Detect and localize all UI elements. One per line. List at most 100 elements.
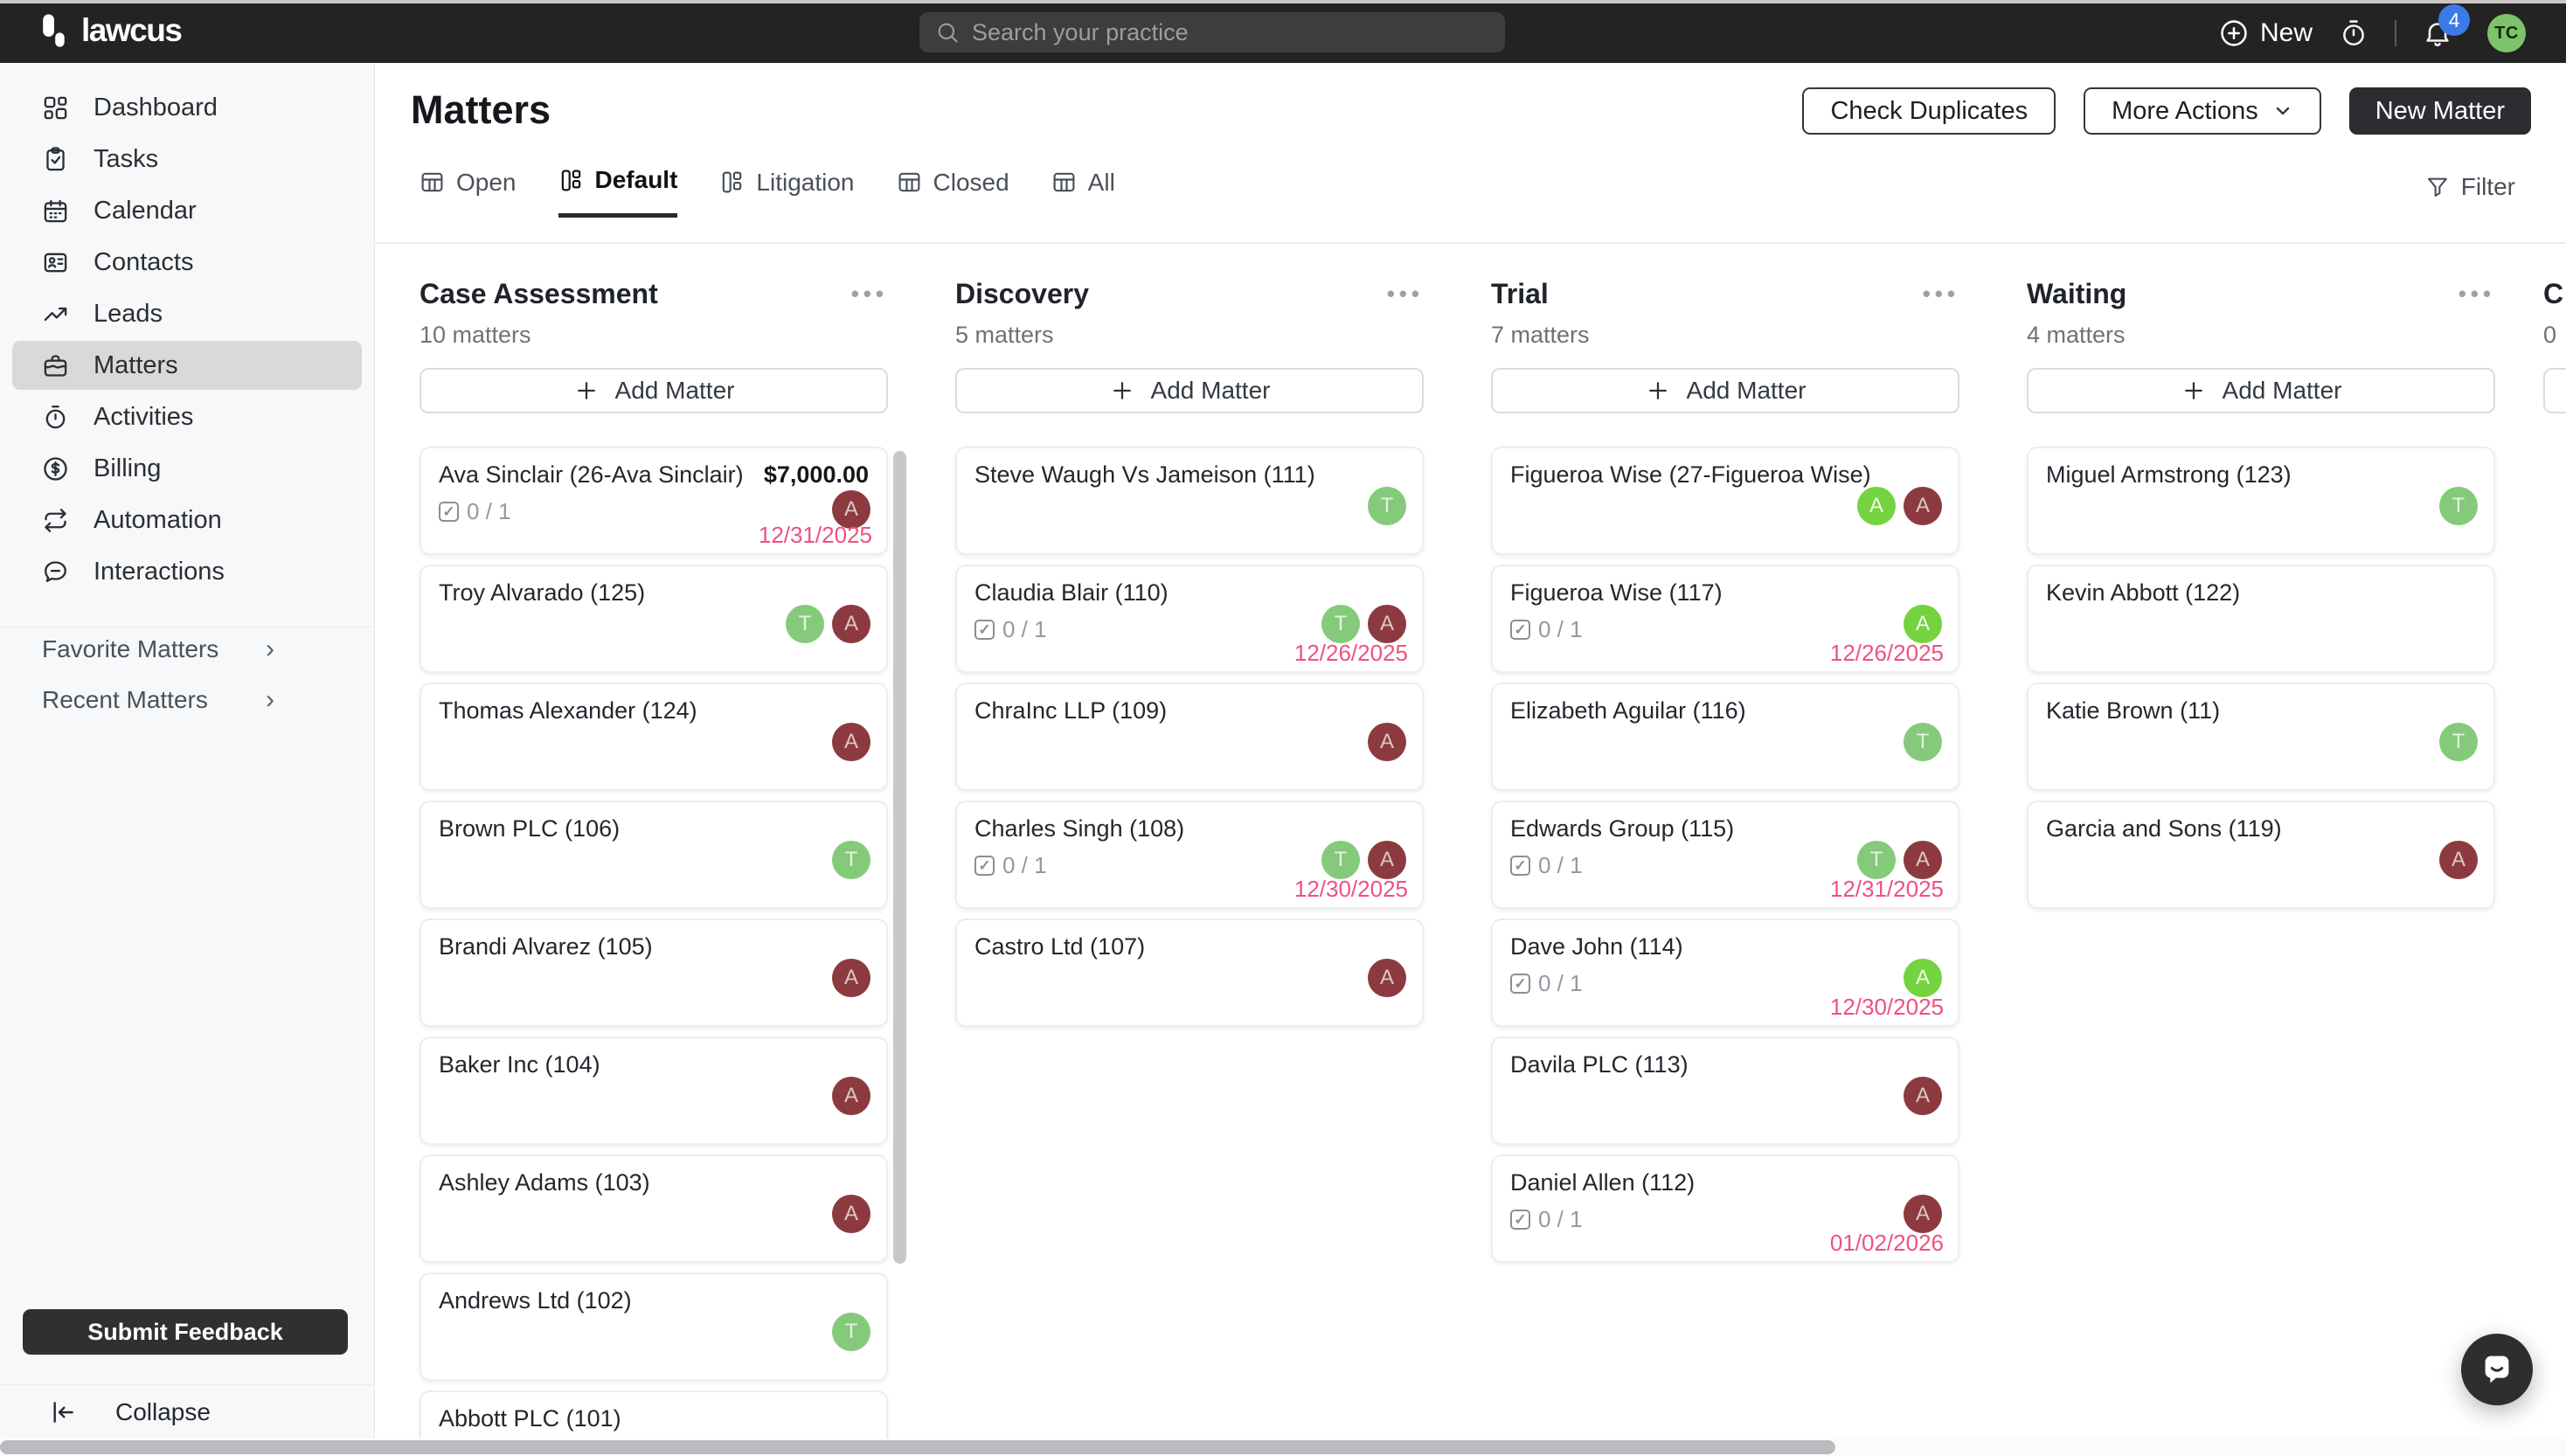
task-progress: ✓ 0 / 1: [1510, 616, 1940, 643]
view-tabs: Open Default Litigation Closed All: [420, 166, 1115, 218]
matter-card[interactable]: Davila PLC (113) A: [1491, 1037, 1959, 1145]
add-matter-button[interactable]: Add Matter: [955, 368, 1424, 413]
topbar-divider: [2395, 20, 2396, 46]
sidebar-item-contacts[interactable]: Contacts: [12, 238, 362, 287]
sidebar-link-recent-matters[interactable]: Recent Matters ›: [42, 685, 274, 715]
plus: [2184, 382, 2202, 399]
avatar: A: [1904, 605, 1942, 643]
matter-card[interactable]: Ashley Adams (103) A: [420, 1154, 888, 1263]
matter-card[interactable]: Charles Singh (108) ✓ 0 / 1 T A 12/30/2025: [955, 801, 1424, 909]
horizontal-scrollbar-thumb[interactable]: [0, 1440, 1835, 1454]
tab-open[interactable]: Open: [420, 166, 517, 218]
kanban-column-case-assessment: Case Assessment ••• 10 matters Add Matter Av…: [420, 277, 888, 1439]
tab-closed[interactable]: Closed: [897, 166, 1009, 218]
matter-card[interactable]: Kevin Abbott (122): [2027, 565, 2495, 673]
matter-card[interactable]: Steve Waugh Vs Jameison (111) T: [955, 447, 1424, 555]
sidebar-item-matters[interactable]: Matters: [12, 341, 362, 390]
matter-title: Daniel Allen (112): [1510, 1169, 1696, 1196]
sidebar-link-favorite-matters[interactable]: Favorite Matters ›: [42, 634, 274, 664]
matter-card[interactable]: Castro Ltd (107) A: [955, 919, 1424, 1027]
column-menu-button[interactable]: •••: [850, 281, 888, 307]
matter-card[interactable]: Katie Brown (11) T: [2027, 683, 2495, 791]
table: [898, 172, 919, 192]
sidebar-item-calendar[interactable]: Calendar: [12, 186, 362, 235]
matter-card[interactable]: Ava Sinclair (26-Ava Sinclair) $7,000.00 ✓…: [420, 447, 888, 555]
matter-card[interactable]: Andrews Ltd (102) T: [420, 1272, 888, 1381]
task-progress-label: 0 / 1: [1538, 852, 1583, 878]
matter-card[interactable]: Daniel Allen (112) ✓ 0 / 1 A 01/02/2026: [1491, 1154, 1959, 1263]
task-progress-label: 0 / 1: [1538, 1206, 1583, 1232]
sidebar-item-dashboard[interactable]: Dashboard: [12, 83, 362, 132]
matter-card[interactable]: Abbott PLC (101): [420, 1390, 888, 1439]
add-matter-button[interactable]: Add Matter: [1491, 368, 1959, 413]
column-matter-count: 4 matters: [2027, 322, 2126, 348]
matter-card[interactable]: ChraInc LLP (109) A: [955, 683, 1424, 791]
matter-card[interactable]: Claudia Blair (110) ✓ 0 / 1 T A 12/26/2025: [955, 565, 1424, 673]
user-avatar[interactable]: TC: [2487, 14, 2526, 52]
avatar: A: [1904, 487, 1942, 525]
matter-card[interactable]: Figueroa Wise (27-Figueroa Wise) A A: [1491, 447, 1959, 555]
assignee-avatars: T: [832, 1313, 870, 1351]
chat-launcher-button[interactable]: [2461, 1334, 2533, 1405]
matter-card[interactable]: Thomas Alexander (124) A: [420, 683, 888, 791]
matter-card[interactable]: Garcia and Sons (119) A: [2027, 801, 2495, 909]
add-matter-label: Add Matter: [1686, 377, 1807, 404]
task-progress: ✓ 0 / 1: [974, 852, 1404, 879]
matter-card[interactable]: Troy Alvarado (125) T A: [420, 565, 888, 673]
avatar: T: [1857, 841, 1896, 879]
avatar: T: [2439, 723, 2478, 761]
avatar: A: [832, 1195, 870, 1233]
timer-icon[interactable]: [2339, 18, 2368, 48]
matter-card[interactable]: Brown PLC (106) T: [420, 801, 888, 909]
collapse-sidebar-button[interactable]: Collapse: [49, 1398, 211, 1426]
chevron-right-icon: ›: [266, 634, 274, 663]
matter-card[interactable]: Miguel Armstrong (123) T: [2027, 447, 2495, 555]
assignee-avatars: T: [832, 841, 870, 879]
column-title: Case Assessment: [420, 277, 658, 309]
matter-card[interactable]: Elizabeth Aguilar (116) T: [1491, 683, 1959, 791]
sidebar-item-interactions[interactable]: Interactions: [12, 547, 362, 596]
window-top-strip: [0, 0, 2566, 3]
add-matter-button[interactable]: Add Matter: [2027, 368, 2495, 413]
matter-title: Troy Alvarado (125): [439, 579, 646, 606]
avatar: A: [832, 723, 870, 761]
sidebar-bottom-divider: [0, 1384, 373, 1385]
task-progress-label: 0 / 1: [1002, 616, 1047, 642]
sidebar-item-automation[interactable]: Automation: [12, 496, 362, 544]
matter-card[interactable]: Brandi Alvarez (105) A: [420, 919, 888, 1027]
notifications-button[interactable]: 4: [2423, 4, 2470, 48]
table: [1053, 172, 1075, 192]
chat-bubble-icon: [2485, 1355, 2509, 1383]
search-input[interactable]: Search your practice: [919, 12, 1505, 52]
submit-feedback-button[interactable]: Submit Feedback: [23, 1309, 348, 1355]
sidebar-item-tasks[interactable]: Tasks: [12, 135, 362, 184]
avatar: A: [832, 605, 870, 643]
task-progress: ✓ 0 / 1: [439, 498, 869, 525]
more-actions-button[interactable]: More Actions: [2084, 87, 2321, 135]
matter-card[interactable]: Figueroa Wise (117) ✓ 0 / 1 A 12/26/2025: [1491, 565, 1959, 673]
column-menu-button[interactable]: •••: [2458, 281, 2495, 307]
tab-litigation[interactable]: Litigation: [719, 166, 855, 218]
add-matter-button[interactable]: Add Matter: [2543, 368, 2566, 413]
matter-card[interactable]: Baker Inc (104) A: [420, 1037, 888, 1145]
new-matter-button[interactable]: New Matter: [2348, 87, 2531, 135]
new-button[interactable]: New: [2219, 18, 2313, 48]
sidebar-item-activities[interactable]: Activities: [12, 392, 362, 441]
column-menu-button[interactable]: •••: [1386, 281, 1424, 307]
checkbox-icon: ✓: [1510, 856, 1530, 876]
tab-default[interactable]: Default: [558, 166, 678, 218]
matter-card[interactable]: Dave John (114) ✓ 0 / 1 A 12/30/2025: [1491, 919, 1959, 1027]
sidebar-item-label: Leads: [94, 299, 163, 328]
sidebar-item-leads[interactable]: Leads: [12, 289, 362, 338]
avatar: A: [832, 490, 870, 529]
column-menu-button[interactable]: •••: [1922, 281, 1959, 307]
sidebar-item-billing[interactable]: Billing: [12, 444, 362, 493]
add-matter-button[interactable]: Add Matter: [420, 368, 888, 413]
kanban: [723, 171, 742, 193]
column-scrollbar[interactable]: [893, 451, 906, 1264]
filter-button[interactable]: Filter: [2425, 173, 2515, 201]
tab-all[interactable]: All: [1051, 166, 1115, 218]
matter-card[interactable]: Edwards Group (115) ✓ 0 / 1 T A 12/31/2025: [1491, 801, 1959, 909]
app-logo[interactable]: lawcus: [38, 12, 183, 49]
check-duplicates-button[interactable]: Check Duplicates: [1802, 87, 2056, 135]
